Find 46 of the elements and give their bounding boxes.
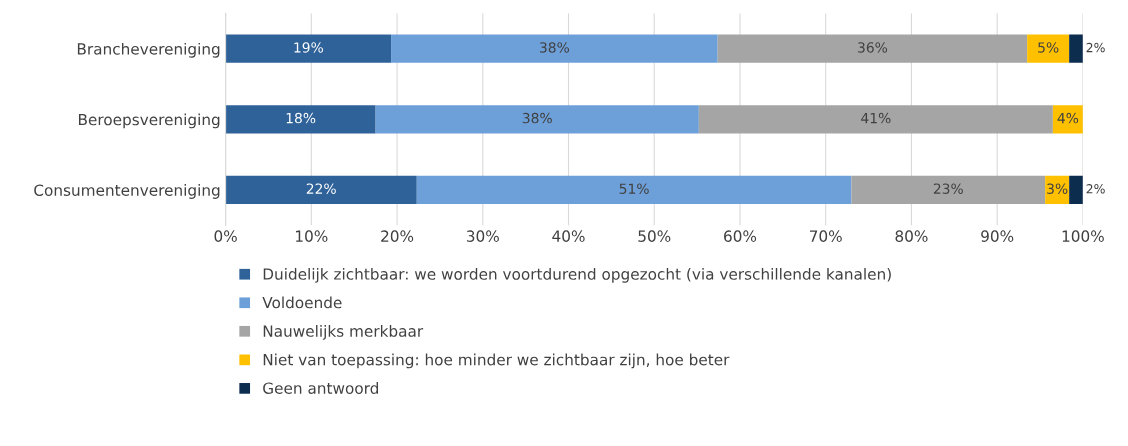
legend-label: Niet van toepassing: hoe minder we zichtbaar zijn, hoe beter (263, 353, 730, 369)
bar (225, 175, 417, 205)
bar (698, 105, 1053, 134)
bar (416, 175, 852, 205)
bar (225, 34, 392, 63)
bar (375, 105, 699, 134)
data-label: 19% (294, 42, 323, 53)
bar (851, 175, 1046, 205)
data-label: 3% (1047, 183, 1068, 194)
x-tick-label: 100% (1062, 230, 1104, 242)
data-label: 5% (1038, 42, 1059, 53)
x-tick-label: 0% (214, 230, 237, 242)
legend-label: Geen antwoord (263, 382, 378, 394)
data-label: 38% (522, 112, 552, 124)
bar (717, 34, 1028, 63)
x-tick-label: 10% (296, 230, 328, 242)
legend-label: Nauwelijks merkbaar (263, 325, 424, 340)
data-label: 2% (1086, 42, 1105, 53)
x-tick-label: 30% (466, 230, 499, 242)
data-label: 38% (539, 42, 570, 53)
data-label: 4% (1057, 112, 1079, 124)
x-tick-label: 60% (724, 230, 757, 242)
data-label: 18% (286, 112, 316, 124)
legend-label: Voldoende (262, 296, 342, 309)
bar (391, 34, 718, 63)
bar (1069, 175, 1083, 205)
bar (1045, 175, 1070, 205)
data-label: 41% (861, 112, 891, 124)
bar (1027, 34, 1070, 63)
x-tick-label: 90% (981, 230, 1014, 242)
data-label: 51% (619, 183, 649, 194)
x-tick-label: 40% (552, 230, 585, 242)
x-tick-label: 80% (895, 230, 928, 242)
data-label: 22% (306, 183, 336, 194)
bar (225, 105, 376, 134)
legend-label: Duidelijk zichtbaar: we worden voortdurend opgezocht (via verschillende kanalen) (263, 267, 891, 283)
y-tick-label: Consumentenvereniging (34, 184, 220, 199)
x-tick-label: 20% (381, 230, 414, 242)
data-label: 36% (858, 42, 888, 53)
bar (1069, 34, 1083, 63)
x-tick-label: 50% (638, 230, 671, 242)
data-label: 2% (1086, 184, 1105, 194)
y-tick-label: Branchevereniging (77, 42, 220, 58)
y-tick-label: Beroepsvereniging (78, 113, 220, 129)
x-tick-label: 70% (809, 230, 842, 242)
data-label: 23% (933, 183, 963, 194)
